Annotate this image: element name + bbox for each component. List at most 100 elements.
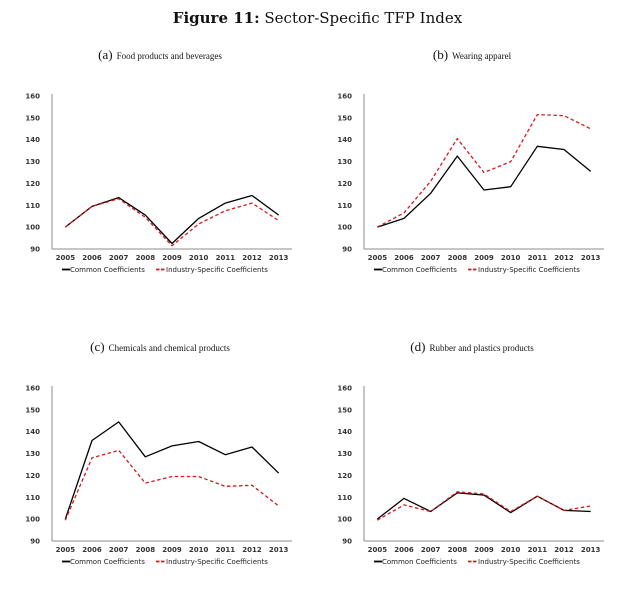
legend: Common Coefficients Industry-Specific Coe…: [374, 558, 580, 566]
subcaption-letter: (a): [98, 47, 113, 62]
y-tick-label: 130: [25, 450, 40, 458]
x-tick-label: 2008: [136, 546, 156, 554]
subcaption-c: (c) Chemicals and chemical products: [10, 338, 310, 356]
subcaption-a: (a) Food products and beverages: [10, 46, 310, 64]
x-tick-label: 2006: [82, 254, 102, 262]
y-tick-label: 90: [30, 246, 40, 254]
x-tick-label: 2005: [56, 254, 76, 262]
series-industry-specific-line: [376, 113, 591, 228]
x-tick-label: 2012: [554, 254, 574, 262]
subcaption-d: (d) Rubber and plastics products: [322, 338, 622, 356]
legend-common-label: Common Coefficients: [70, 558, 145, 566]
legend-common-label: Common Coefficients: [382, 558, 457, 566]
panel-b: (b) Wearing apparel 90 100 110 120 130 140 150 1…: [322, 40, 622, 310]
y-tick-label: 100: [337, 224, 352, 232]
y-tick-label: 120: [25, 472, 40, 480]
x-tick-label: 2007: [109, 254, 129, 262]
subcaption-b: (b) Wearing apparel: [322, 46, 622, 64]
y-tick-label: 140: [25, 428, 40, 436]
y-tick-label: 160: [337, 385, 352, 393]
x-tick-label: 2011: [216, 254, 236, 262]
subcaption-label: Rubber and plastics products: [429, 343, 534, 353]
y-tick-label: 130: [337, 158, 352, 166]
legend-industry-label: Industry-Specific Coefficients: [478, 558, 580, 566]
x-tick-label: 2011: [528, 254, 548, 262]
x-tick-label: 2012: [554, 546, 574, 554]
x-tick-label: 2008: [136, 254, 156, 262]
y-tick-label: 100: [25, 516, 40, 524]
subcaption-label: Food products and beverages: [116, 51, 222, 61]
y-tick-label: 120: [25, 180, 40, 188]
y-tick-label: 150: [337, 406, 352, 414]
x-tick-label: 2012: [242, 546, 262, 554]
x-tick-label: 2007: [421, 546, 441, 554]
panel-c: (c) Chemicals and chemical products 90 100…: [10, 332, 310, 602]
x-tick-label: 2005: [368, 546, 388, 554]
series-common-line: [377, 145, 592, 228]
legend-common-label: Common Coefficients: [70, 266, 145, 274]
x-tick-label: 2011: [216, 546, 236, 554]
x-tick-label: 2005: [56, 546, 76, 554]
y-tick-label: 110: [25, 494, 40, 502]
y-tick-label: 120: [337, 472, 352, 480]
chart-d: 90 100 110 120 130 140 150 160 2005 2006 2007 2008 2…: [337, 385, 604, 566]
y-tick-label: 140: [25, 136, 40, 144]
x-tick-label: 2008: [448, 254, 468, 262]
y-tick-label: 150: [25, 406, 40, 414]
legend-industry-label: Industry-Specific Coefficients: [166, 266, 268, 274]
x-tick-label: 2007: [109, 546, 129, 554]
x-tick-label: 2012: [242, 254, 262, 262]
y-tick-label: 110: [337, 202, 352, 210]
panel-a: (a) Food products and beverages 90 100 110 1…: [10, 40, 310, 310]
figure-title: Figure 11: Sector-Specific TFP Index: [0, 9, 635, 27]
y-tick-label: 90: [30, 538, 40, 546]
x-tick-label: 2005: [368, 254, 388, 262]
y-tick-label: 160: [337, 93, 352, 101]
y-tick-label: 140: [337, 428, 352, 436]
y-tick-label: 110: [337, 494, 352, 502]
y-tick-label: 90: [342, 538, 352, 546]
legend-common-label: Common Coefficients: [382, 266, 457, 274]
y-tick-label: 150: [337, 114, 352, 122]
x-tick-label: 2008: [448, 546, 468, 554]
x-tick-label: 2009: [474, 254, 494, 262]
x-tick-label: 2009: [162, 254, 182, 262]
y-tick-label: 130: [337, 450, 352, 458]
legend-industry-label: Industry-Specific Coefficients: [478, 266, 580, 274]
x-tick-label: 2013: [269, 546, 289, 554]
x-tick-label: 2010: [501, 546, 521, 554]
series-industry-specific-line: [64, 198, 280, 247]
y-tick-label: 100: [337, 516, 352, 524]
chart-b: 90 100 110 120 130 140 150 160 2005 2006 2007 2008 2…: [337, 93, 604, 274]
x-tick-label: 2010: [189, 546, 209, 554]
x-tick-label: 2013: [269, 254, 289, 262]
x-tick-label: 2011: [528, 546, 548, 554]
y-tick-label: 160: [25, 93, 40, 101]
x-tick-label: 2010: [189, 254, 209, 262]
subcaption-label: Chemicals and chemical products: [108, 343, 230, 353]
legend: Common Coefficients Industry-Specific Coe…: [62, 558, 268, 566]
subcaption-letter: (d): [410, 339, 426, 354]
y-tick-label: 150: [25, 114, 40, 122]
x-tick-label: 2013: [581, 254, 601, 262]
series-common-line: [64, 194, 280, 245]
y-tick-label: 90: [342, 246, 352, 254]
x-tick-label: 2009: [162, 546, 182, 554]
legend-industry-label: Industry-Specific Coefficients: [166, 558, 268, 566]
subcaption-label: Wearing apparel: [452, 51, 512, 61]
figure-title-text: Sector-Specific TFP Index: [264, 9, 463, 27]
legend: Common Coefficients Industry-Specific Coe…: [374, 266, 580, 274]
y-tick-label: 140: [337, 136, 352, 144]
x-tick-label: 2013: [581, 546, 601, 554]
chart-c: 90 100 110 120 130 140 150 160 2005 2006 2007 2008 2…: [25, 385, 292, 566]
legend: Common Coefficients Industry-Specific Coe…: [62, 266, 268, 274]
subcaption-letter: (b): [432, 47, 449, 62]
chart-a: 90 100 110 120 130 140 150 160 2005 2006 2007 2008 2…: [25, 93, 292, 274]
y-tick-label: 160: [25, 385, 40, 393]
series-industry-specific-line: [64, 449, 280, 521]
x-tick-label: 2007: [421, 254, 441, 262]
figure-label: Figure 11:: [172, 9, 260, 27]
x-tick-label: 2006: [82, 546, 102, 554]
x-tick-label: 2010: [501, 254, 521, 262]
panel-d: (d) Rubber and plastics products 90 100 110…: [322, 332, 622, 602]
